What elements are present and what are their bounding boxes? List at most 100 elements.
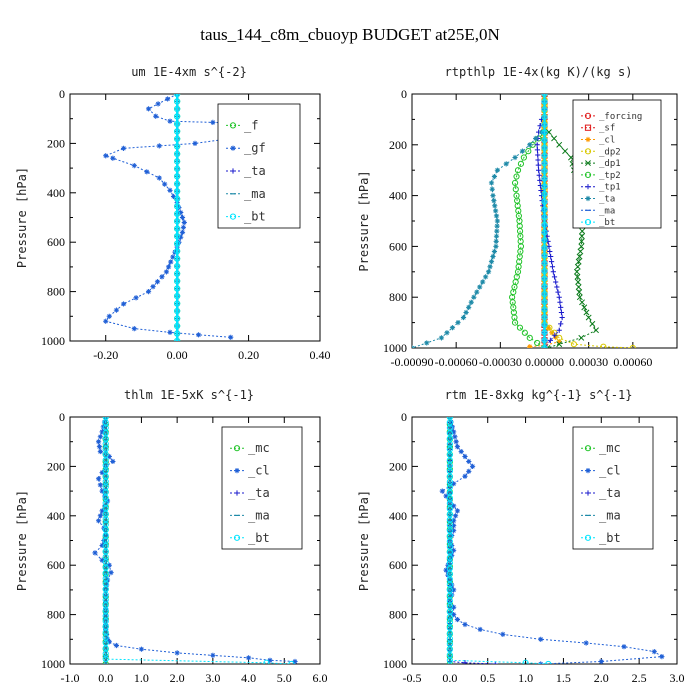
legend-entry: _cl <box>599 136 615 146</box>
x-tick-label: -0.5 <box>403 671 422 685</box>
legend: _mc _cl _ta _ma _bt <box>221 426 303 550</box>
legend-entry: _ta <box>248 486 270 500</box>
data-point <box>99 469 105 476</box>
legend-marker <box>234 490 240 496</box>
data-point <box>491 198 497 204</box>
data-point <box>483 274 489 280</box>
data-point <box>480 279 486 285</box>
data-point <box>443 493 449 499</box>
data-point <box>659 653 665 660</box>
data-point <box>292 658 298 664</box>
data-point <box>575 279 582 285</box>
data-point <box>541 183 548 190</box>
data-point <box>556 141 563 148</box>
y-tick-label: 1000 <box>383 657 407 671</box>
series-line-tp1 <box>536 119 563 348</box>
data-point <box>512 186 519 193</box>
legend-marker <box>584 148 592 155</box>
data-point <box>92 550 98 556</box>
y-tick-label: 0 <box>59 87 65 101</box>
data-point <box>174 270 181 277</box>
data-point <box>167 118 173 124</box>
legend-entry: _mc <box>599 441 621 455</box>
data-point <box>534 142 540 148</box>
data-point <box>174 94 181 98</box>
data-point <box>541 306 548 313</box>
y-tick-label: 400 <box>389 189 407 203</box>
legend-marker <box>585 468 591 474</box>
data-point <box>583 640 589 646</box>
y-tick-label: 600 <box>389 558 407 572</box>
x-tick-label: 1.0 <box>518 671 533 685</box>
legend-marker <box>584 219 592 226</box>
legend-box <box>217 103 301 229</box>
data-point <box>520 154 527 161</box>
data-point <box>153 113 159 119</box>
data-point <box>174 210 181 217</box>
data-point <box>120 301 127 307</box>
legend: _mc _cl _ta _ma _bt <box>572 426 654 550</box>
y-tick-label: 200 <box>47 136 65 150</box>
data-point <box>583 309 590 316</box>
data-point <box>99 488 105 494</box>
data-point <box>488 259 495 265</box>
y-tick-label: 400 <box>389 509 407 523</box>
data-point <box>468 299 474 305</box>
legend-entry: _gf <box>244 141 266 155</box>
data-point <box>541 283 548 290</box>
data-point <box>558 309 565 316</box>
x-tick-label: 0.0 <box>98 671 113 685</box>
data-point <box>493 238 499 244</box>
data-point <box>541 113 548 121</box>
data-point <box>159 274 165 280</box>
legend: _forcing _sf _cl_dp2 _dp1 _tp2 _tp1 _ta_ma _bt <box>572 99 662 229</box>
data-point <box>503 161 509 167</box>
data-point <box>174 158 181 165</box>
y-tick-label: 200 <box>389 459 407 473</box>
y-tick-label: 600 <box>47 558 65 572</box>
legend-entry: _bt <box>599 218 615 228</box>
data-point <box>162 181 168 187</box>
data-point <box>551 135 558 142</box>
data-point <box>178 234 184 240</box>
legend-entry: _bt <box>599 531 621 545</box>
legend-marker <box>229 122 237 129</box>
data-point <box>562 148 569 155</box>
data-point <box>578 334 585 341</box>
data-point <box>174 322 181 330</box>
data-point <box>513 173 520 180</box>
data-point <box>97 448 103 455</box>
data-point <box>546 324 553 331</box>
legend-marker <box>229 213 237 220</box>
x-tick-label: 6.0 <box>313 671 328 685</box>
legend-marker <box>584 112 592 120</box>
data-point <box>541 329 548 336</box>
data-point <box>538 187 544 194</box>
data-point <box>494 223 500 229</box>
data-point <box>178 209 184 216</box>
data-point <box>174 195 181 202</box>
data-point <box>493 213 500 219</box>
series-group <box>439 417 665 664</box>
data-point <box>541 267 548 275</box>
data-point <box>548 259 555 265</box>
data-point <box>556 334 563 341</box>
series-line-dp2 <box>544 94 633 348</box>
data-point <box>541 98 548 105</box>
data-point <box>541 244 548 252</box>
data-point <box>621 644 627 650</box>
data-point <box>133 295 139 301</box>
data-point <box>541 129 548 136</box>
x-tick-label: 2.5 <box>632 671 647 685</box>
x-tick-label: 0.40 <box>310 348 331 362</box>
data-point <box>579 299 585 306</box>
x-tick-label: 5.0 <box>277 671 292 685</box>
data-point <box>451 587 457 593</box>
data-point <box>537 177 543 183</box>
y-tick-label: 1000 <box>41 657 65 671</box>
legend-entry: _f <box>244 118 258 132</box>
data-point <box>549 264 556 270</box>
data-point <box>541 121 548 128</box>
data-point <box>629 344 636 348</box>
data-point <box>541 152 548 159</box>
